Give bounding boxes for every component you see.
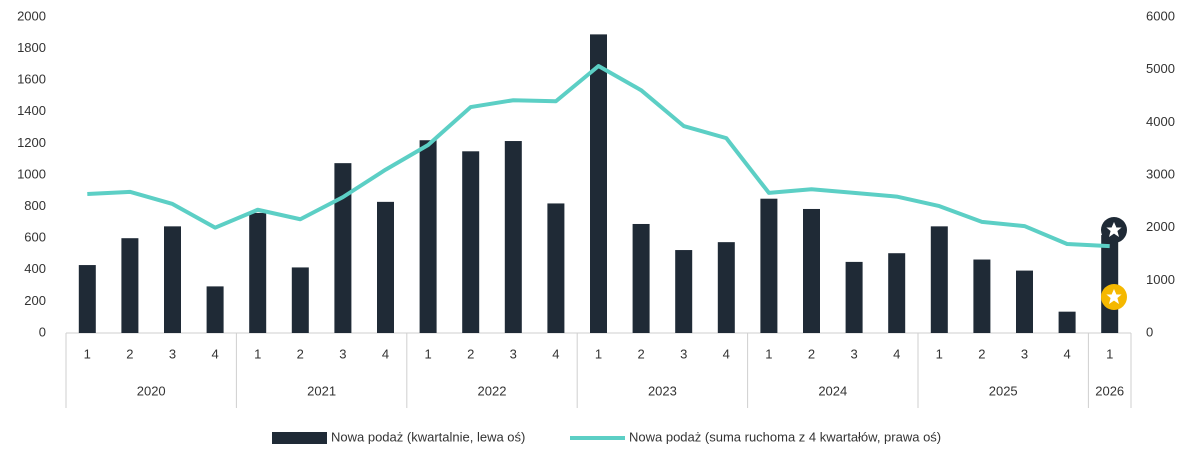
x-tick-label: 4 xyxy=(1063,346,1070,361)
x-tick-label: 1 xyxy=(424,346,431,361)
x-group-label: 2026 xyxy=(1095,383,1124,398)
bar xyxy=(377,201,394,333)
bar xyxy=(206,286,224,333)
y2-tick-label: 1000 xyxy=(1146,272,1175,287)
x-tick-label: 4 xyxy=(211,346,218,361)
y-tick-label: 400 xyxy=(24,261,46,276)
bar xyxy=(973,259,991,333)
bar xyxy=(462,151,480,333)
x-tick-label: 4 xyxy=(552,346,559,361)
x-group-label: 2020 xyxy=(137,383,166,398)
x-group-label: 2024 xyxy=(818,383,847,398)
x-tick-label: 1 xyxy=(595,346,602,361)
x-tick-label: 2 xyxy=(637,346,644,361)
x-tick-label: 3 xyxy=(169,346,176,361)
bar xyxy=(419,140,437,333)
star-icon xyxy=(1106,289,1122,304)
legend-swatch xyxy=(272,432,327,444)
x-group-label: 2021 xyxy=(307,383,336,398)
y-tick-label: 0 xyxy=(39,324,46,339)
bar xyxy=(845,261,863,333)
bar xyxy=(675,250,693,333)
x-group-label: 2022 xyxy=(478,383,507,398)
x-group-label: 2023 xyxy=(648,383,677,398)
bar xyxy=(291,267,309,333)
bar xyxy=(1058,311,1076,333)
x-tick-label: 1 xyxy=(765,346,772,361)
y2-tick-label: 5000 xyxy=(1146,61,1175,76)
y2-tick-label: 3000 xyxy=(1146,166,1175,181)
x-tick-label: 3 xyxy=(1021,346,1028,361)
x-tick-label: 4 xyxy=(723,346,730,361)
y-tick-label: 200 xyxy=(24,293,46,308)
x-tick-label: 3 xyxy=(850,346,857,361)
y2-tick-label: 2000 xyxy=(1146,219,1175,234)
x-tick-label: 3 xyxy=(339,346,346,361)
bar xyxy=(547,203,565,333)
x-tick-label: 1 xyxy=(254,346,261,361)
y2-tick-label: 4000 xyxy=(1146,114,1175,129)
y-tick-label: 1400 xyxy=(17,103,46,118)
bar xyxy=(760,198,778,333)
y-tick-label: 1200 xyxy=(17,135,46,150)
x-tick-label: 2 xyxy=(808,346,815,361)
bar xyxy=(1016,270,1033,333)
y-tick-label: 800 xyxy=(24,198,46,213)
x-tick-label: 1 xyxy=(936,346,943,361)
bar xyxy=(78,265,96,333)
x-tick-label: 1 xyxy=(1106,346,1113,361)
bar xyxy=(504,141,522,333)
x-tick-label: 2 xyxy=(126,346,133,361)
y-tick-label: 1000 xyxy=(17,166,46,181)
legend-label: Nowa podaż (kwartalnie, lewa oś) xyxy=(331,429,525,444)
bar xyxy=(334,163,352,333)
bar xyxy=(1101,235,1119,333)
y-tick-label: 600 xyxy=(24,230,46,245)
bar xyxy=(803,208,820,333)
x-tick-label: 2 xyxy=(978,346,985,361)
bar xyxy=(121,238,139,333)
x-tick-label: 3 xyxy=(680,346,687,361)
bar xyxy=(590,34,607,333)
line xyxy=(87,63,1110,249)
markers xyxy=(1101,217,1127,310)
x-tick-label: 4 xyxy=(382,346,389,361)
bar xyxy=(717,242,735,333)
y-tick-label: 1800 xyxy=(17,40,46,55)
bar xyxy=(888,253,906,333)
bar xyxy=(632,223,650,333)
y-tick-label: 1600 xyxy=(17,72,46,87)
legend-label: Nowa podaż (suma ruchoma z 4 kwartałów, … xyxy=(629,429,941,444)
x-tick-label: 2 xyxy=(297,346,304,361)
x-tick-label: 3 xyxy=(510,346,517,361)
bar xyxy=(164,226,181,333)
star-icon xyxy=(1106,222,1122,237)
x-tick-label: 1 xyxy=(84,346,91,361)
x-group-label: 2025 xyxy=(989,383,1018,398)
bar xyxy=(249,212,267,333)
x-tick-label: 2 xyxy=(467,346,474,361)
x-tick-label: 4 xyxy=(893,346,900,361)
y2-tick-label: 0 xyxy=(1146,324,1153,339)
y-tick-label: 2000 xyxy=(17,8,46,23)
y2-tick-label: 6000 xyxy=(1146,8,1175,23)
bar xyxy=(930,226,948,333)
